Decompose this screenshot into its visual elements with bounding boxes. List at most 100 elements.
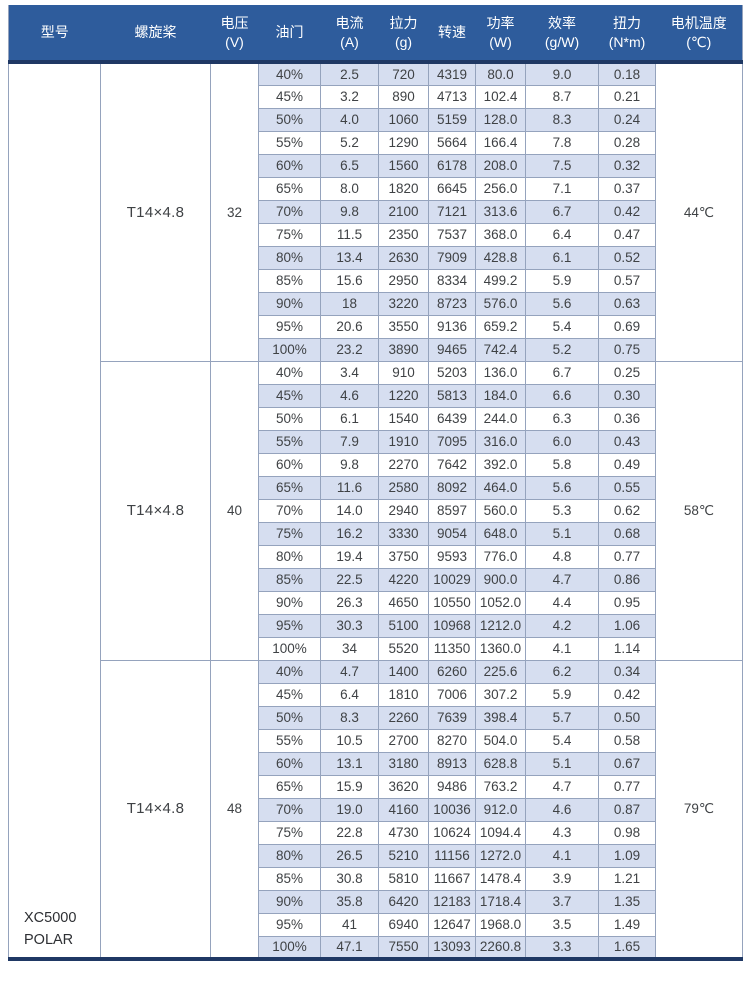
power-cell: 742.4	[475, 337, 526, 362]
throttle-cell: 65%	[258, 774, 321, 799]
efficiency-cell: 6.1	[525, 245, 599, 270]
table-row: 55% 5.2 1290 5664 166.4 7.8 0.28	[9, 130, 743, 155]
rpm-cell: 8597	[428, 498, 476, 523]
thrust-cell: 1810	[378, 682, 429, 707]
efficiency-cell: 5.1	[525, 521, 599, 546]
throttle-cell: 40%	[258, 61, 321, 86]
torque-cell: 0.98	[598, 820, 656, 845]
column-header-power: 功率 (W)	[475, 5, 526, 64]
efficiency-cell: 5.6	[525, 475, 599, 500]
power-cell: 900.0	[475, 567, 526, 592]
torque-cell: 0.37	[598, 176, 656, 201]
table-row: 45% 6.4 1810 7006 307.2 5.9 0.42	[9, 682, 743, 707]
current-cell: 5.2	[320, 130, 379, 155]
current-cell: 6.5	[320, 153, 379, 178]
current-cell: 15.9	[320, 774, 379, 799]
current-cell: 34	[320, 636, 379, 661]
efficiency-cell: 7.8	[525, 130, 599, 155]
power-cell: 313.6	[475, 199, 526, 224]
torque-cell: 1.35	[598, 889, 656, 914]
power-cell: 1052.0	[475, 590, 526, 615]
torque-cell: 0.24	[598, 107, 656, 132]
column-header-voltage: 电压 (V)	[210, 5, 259, 64]
thrust-cell: 1910	[378, 429, 429, 454]
thrust-cell: 2950	[378, 268, 429, 293]
efficiency-cell: 6.0	[525, 429, 599, 454]
efficiency-cell: 5.3	[525, 498, 599, 523]
table-row: 95% 41 6940 12647 1968.0 3.5 1.49	[9, 912, 743, 937]
thrust-cell: 2260	[378, 705, 429, 730]
thrust-cell: 3330	[378, 521, 429, 546]
current-cell: 22.8	[320, 820, 379, 845]
throttle-cell: 75%	[258, 222, 321, 247]
efficiency-cell: 5.9	[525, 682, 599, 707]
table-row: 100% 34 5520 11350 1360.0 4.1 1.14	[9, 636, 743, 661]
torque-cell: 1.14	[598, 636, 656, 661]
thrust-cell: 4730	[378, 820, 429, 845]
throttle-cell: 85%	[258, 866, 321, 891]
power-cell: 1478.4	[475, 866, 526, 891]
throttle-cell: 90%	[258, 291, 321, 316]
table-row: 90% 35.8 6420 12183 1718.4 3.7 1.35	[9, 889, 743, 914]
current-cell: 11.5	[320, 222, 379, 247]
propeller-cell: T14×4.8	[100, 61, 211, 362]
power-cell: 80.0	[475, 61, 526, 86]
efficiency-cell: 3.3	[525, 935, 599, 960]
efficiency-cell: 4.4	[525, 590, 599, 615]
current-cell: 22.5	[320, 567, 379, 592]
efficiency-cell: 6.7	[525, 199, 599, 224]
thrust-cell: 1400	[378, 659, 429, 684]
table-row: 75% 22.8 4730 10624 1094.4 4.3 0.98	[9, 820, 743, 845]
power-cell: 504.0	[475, 728, 526, 753]
current-cell: 3.2	[320, 84, 379, 109]
thrust-cell: 3620	[378, 774, 429, 799]
throttle-cell: 95%	[258, 912, 321, 937]
current-cell: 7.9	[320, 429, 379, 454]
current-cell: 4.0	[320, 107, 379, 132]
rpm-cell: 12183	[428, 889, 476, 914]
rpm-cell: 9054	[428, 521, 476, 546]
table-row: 85% 30.8 5810 11667 1478.4 3.9 1.21	[9, 866, 743, 891]
thrust-cell: 1220	[378, 383, 429, 408]
torque-cell: 0.42	[598, 682, 656, 707]
torque-cell: 0.87	[598, 797, 656, 822]
table-row: 60% 6.5 1560 6178 208.0 7.5 0.32	[9, 153, 743, 178]
rpm-cell: 10029	[428, 567, 476, 592]
throttle-cell: 45%	[258, 682, 321, 707]
current-cell: 8.3	[320, 705, 379, 730]
column-header-throttle: 油门	[258, 5, 321, 64]
torque-cell: 0.95	[598, 590, 656, 615]
throttle-cell: 45%	[258, 84, 321, 109]
current-cell: 9.8	[320, 199, 379, 224]
rpm-cell: 10550	[428, 590, 476, 615]
table-row: 75% 16.2 3330 9054 648.0 5.1 0.68	[9, 521, 743, 546]
torque-cell: 1.65	[598, 935, 656, 960]
rpm-cell: 13093	[428, 935, 476, 960]
power-cell: 499.2	[475, 268, 526, 293]
throttle-cell: 70%	[258, 797, 321, 822]
thrust-cell: 910	[378, 360, 429, 385]
power-cell: 560.0	[475, 498, 526, 523]
thrust-cell: 3890	[378, 337, 429, 362]
rpm-cell: 10036	[428, 797, 476, 822]
torque-cell: 0.32	[598, 153, 656, 178]
column-header-thrust: 拉力 (g)	[378, 5, 429, 64]
motor-temp-cell: 44℃	[655, 61, 743, 362]
torque-cell: 0.25	[598, 360, 656, 385]
throttle-cell: 65%	[258, 475, 321, 500]
thrust-cell: 1540	[378, 406, 429, 431]
efficiency-cell: 5.2	[525, 337, 599, 362]
table-row: T14×4.8 48 40% 4.7 1400 6260 225.6 6.2 0.34 79℃	[9, 659, 743, 960]
table-row: 85% 22.5 4220 10029 900.0 4.7 0.86	[9, 567, 743, 592]
throttle-cell: 100%	[258, 337, 321, 362]
current-cell: 41	[320, 912, 379, 937]
rpm-cell: 11667	[428, 866, 476, 891]
rpm-cell: 9465	[428, 337, 476, 362]
column-header-torque: 扭力 (N*m)	[598, 5, 656, 64]
table-row: 75% 11.5 2350 7537 368.0 6.4 0.47	[9, 222, 743, 247]
efficiency-cell: 7.1	[525, 176, 599, 201]
table-row: 65% 15.9 3620 9486 763.2 4.7 0.77	[9, 774, 743, 799]
thrust-cell: 3750	[378, 544, 429, 569]
torque-cell: 0.34	[598, 659, 656, 684]
